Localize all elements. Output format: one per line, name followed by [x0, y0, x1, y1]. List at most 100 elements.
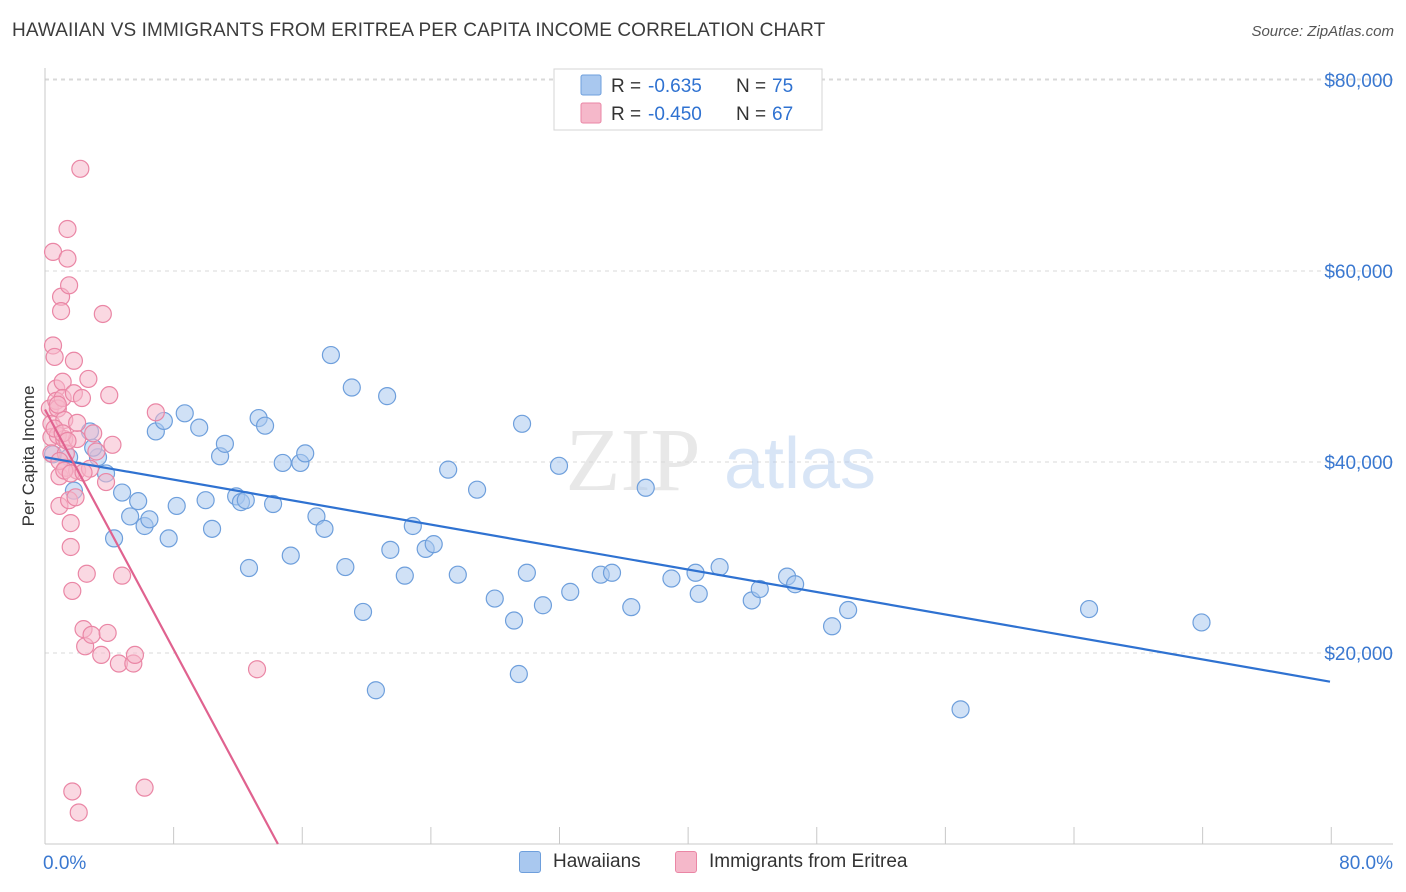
eritrea-point	[82, 625, 101, 644]
eritrea-point	[61, 514, 80, 533]
eritrea-point	[63, 782, 82, 801]
legend-swatch-eritrea	[580, 102, 602, 124]
eritrea-point	[61, 537, 80, 557]
hawaiian-point	[602, 563, 622, 582]
hawaiian-point	[504, 611, 524, 630]
hawaiian-point	[439, 460, 458, 479]
hawaiian-point	[129, 492, 148, 511]
hawaiian-point	[121, 507, 140, 526]
eritrea-point	[98, 623, 117, 643]
legend-n-label-2: N =	[736, 104, 766, 125]
hawaiian-point	[167, 496, 186, 516]
eritrea-point	[58, 219, 77, 239]
eritrea-point	[48, 395, 67, 414]
legend-r-label-1: R =	[611, 76, 641, 97]
hawaiian-point	[561, 582, 580, 601]
eritrea-point	[66, 488, 85, 507]
hawaiian-point	[202, 519, 222, 538]
hawaiian-point	[175, 404, 194, 423]
eritrea-point	[84, 424, 103, 443]
hawaiian-point	[315, 519, 334, 538]
watermark-zip: ZIP	[566, 411, 701, 510]
hawaiian-point	[159, 529, 178, 548]
legend-n-value-2: 67	[772, 104, 793, 125]
hawaiian-point	[467, 480, 487, 499]
y-tick-label: $60,000	[1324, 262, 1393, 283]
legend-swatch-eritrea-bottom	[675, 851, 697, 873]
eritrea-point	[103, 435, 122, 454]
eritrea-trend-line	[44, 408, 279, 845]
eritrea-point	[146, 403, 165, 422]
eritrea-point	[92, 645, 111, 665]
eritrea-point	[68, 413, 87, 432]
hawaiian-point	[281, 546, 300, 565]
labels-layer: $20,000 $40,000 $60,000 $80,000 0.0% 80.0%	[43, 71, 1393, 874]
eritrea-point	[125, 645, 145, 665]
hawaiian-point	[336, 557, 355, 577]
hawaiian-point	[1079, 599, 1099, 619]
hawaiian-point	[509, 664, 528, 684]
eritrea-point	[71, 159, 90, 178]
legend-top: R = -0.635 N = 75 R = -0.450 N = 67	[553, 68, 823, 131]
hawaiian-point	[140, 510, 159, 529]
hawaiian-point	[296, 444, 315, 463]
hawaiian-point	[750, 579, 769, 599]
eritrea-point	[72, 388, 92, 408]
eritrea-point	[112, 566, 132, 585]
legend-r-value-2: -0.450	[648, 104, 702, 125]
y-tick-label: $20,000	[1324, 644, 1393, 665]
eritrea-point	[79, 369, 98, 389]
chart-title: HAWAIIAN VS IMMIGRANTS FROM ERITREA PER …	[12, 20, 826, 41]
hawaiian-point	[622, 598, 641, 617]
hawaiian-point	[273, 453, 292, 473]
hawaiian-point	[239, 558, 259, 578]
hawaiian-point	[366, 681, 385, 700]
hawaiian-point	[549, 456, 569, 475]
hawaiian-point	[381, 540, 400, 559]
eritrea-point	[59, 276, 79, 295]
hawaiian-point	[951, 700, 970, 719]
legend-n-label-1: N =	[736, 76, 766, 97]
eritrea-point	[96, 472, 116, 492]
axes-layer	[44, 68, 1393, 845]
hawaiian-point	[255, 416, 275, 435]
eritrea-point	[100, 386, 119, 405]
hawaiian-point	[353, 602, 373, 622]
eritrea-point	[63, 581, 82, 601]
legend-r-value-1: -0.635	[648, 76, 702, 97]
eritrea-point	[64, 351, 84, 370]
hawaiian-point	[263, 494, 283, 514]
legend-swatch-hawaiians	[580, 74, 602, 96]
legend-swatch-hawaiians-bottom	[519, 851, 541, 873]
hawaiian-point	[190, 418, 209, 437]
hawaiian-point	[485, 589, 504, 608]
hawaiian-point	[822, 617, 842, 636]
y-tick-label: $80,000	[1324, 71, 1393, 92]
chart-source: Source: ZipAtlas.com	[1251, 23, 1394, 40]
hawaiian-point	[512, 414, 532, 433]
watermark-atlas: atlas	[724, 424, 876, 504]
legend-bottom: Hawaiians Immigrants from Eritrea	[0, 851, 1406, 877]
x-tick-label: 0.0%	[43, 853, 86, 874]
hawaiian-point	[517, 563, 536, 582]
eritrea-point	[45, 347, 64, 367]
hawaiian-point	[636, 478, 655, 497]
eritrea-point	[58, 249, 77, 268]
y-tick-label: $40,000	[1324, 453, 1393, 474]
hawaiian-trend-line	[44, 456, 1331, 683]
hawaiian-point	[689, 584, 708, 603]
eritrea-point	[51, 302, 71, 321]
eritrea-point	[77, 564, 96, 583]
legend-item-hawaiians: Hawaiians	[519, 851, 641, 873]
hawaiian-point	[448, 565, 467, 584]
eritrea-point	[247, 660, 267, 679]
y-axis-label: Per Capita Income	[19, 386, 38, 527]
legend-r-label-2: R =	[611, 104, 641, 125]
trend-layer	[44, 408, 1331, 845]
hawaiian-point	[662, 569, 681, 588]
hawaiian-point	[196, 491, 215, 510]
hawaiian-point	[378, 387, 397, 406]
legend-item-eritrea: Immigrants from Eritrea	[675, 851, 907, 873]
eritrea-point	[69, 803, 88, 822]
